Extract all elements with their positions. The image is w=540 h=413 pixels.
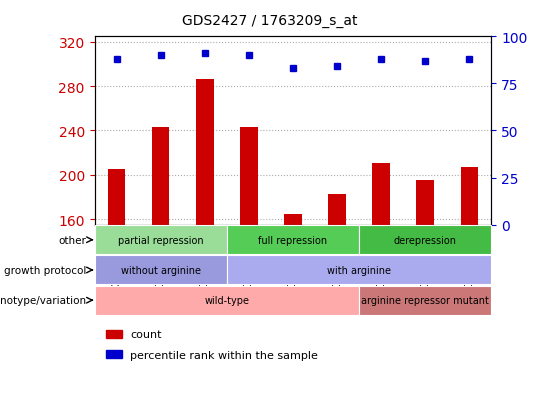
Text: wild-type: wild-type — [204, 295, 249, 306]
Bar — [106, 330, 122, 338]
Bar — [240, 128, 258, 225]
Text: count: count — [130, 330, 161, 339]
Text: GDS2427 / 1763209_s_at: GDS2427 / 1763209_s_at — [183, 14, 357, 28]
Text: full repression: full repression — [258, 235, 328, 245]
Bar — [106, 350, 122, 358]
Text: percentile rank within the sample: percentile rank within the sample — [130, 350, 318, 360]
Bar — [196, 80, 214, 225]
Bar — [108, 170, 125, 225]
FancyBboxPatch shape — [94, 286, 359, 315]
Text: other: other — [59, 235, 86, 245]
FancyBboxPatch shape — [94, 256, 227, 285]
Text: without arginine: without arginine — [120, 265, 201, 275]
FancyBboxPatch shape — [227, 256, 491, 285]
Text: growth protocol: growth protocol — [4, 265, 86, 275]
Text: genotype/variation: genotype/variation — [0, 295, 86, 306]
Bar — [284, 214, 302, 225]
FancyBboxPatch shape — [359, 225, 491, 255]
Text: with arginine: with arginine — [327, 265, 391, 275]
Bar — [461, 168, 478, 225]
Bar — [416, 181, 434, 225]
Text: partial repression: partial repression — [118, 235, 204, 245]
Bar — [373, 163, 390, 225]
FancyBboxPatch shape — [359, 286, 491, 315]
Text: derepression: derepression — [394, 235, 457, 245]
Bar — [152, 128, 170, 225]
Bar — [328, 194, 346, 225]
Text: arginine repressor mutant: arginine repressor mutant — [361, 295, 489, 306]
FancyBboxPatch shape — [227, 225, 359, 255]
FancyBboxPatch shape — [94, 225, 227, 255]
